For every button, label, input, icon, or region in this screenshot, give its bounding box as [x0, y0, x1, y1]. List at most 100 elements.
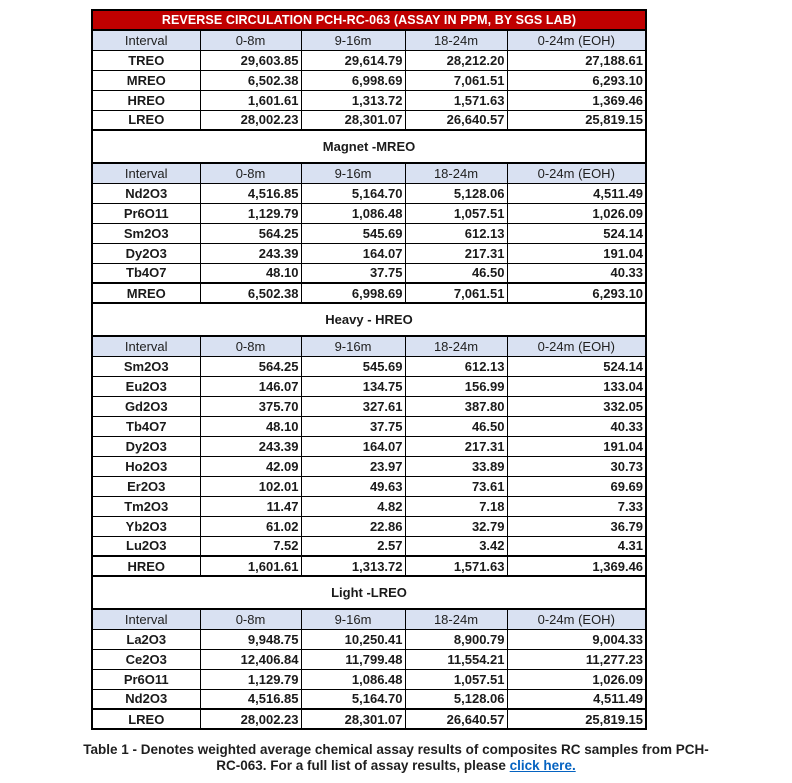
value-cell: 46.50: [404, 415, 508, 437]
value-cell: 5,128.06: [404, 182, 508, 204]
value-cell: 3.42: [404, 535, 508, 557]
value-cell: 33.89: [404, 455, 508, 477]
column-header-4: 0-24m (EOH): [506, 335, 647, 357]
table-row: Nd2O3 4,516.85 5,164.70 5,128.06 4,511.49: [91, 688, 647, 710]
row-label: LREO: [91, 109, 201, 131]
value-cell: 42.09: [199, 455, 302, 477]
value-cell: 191.04: [506, 435, 647, 457]
row-label: Tm2O3: [91, 495, 201, 517]
column-header-3: 18-24m: [404, 335, 508, 357]
value-cell: 564.25: [199, 222, 302, 244]
value-cell: 6,293.10: [506, 69, 647, 91]
row-label: Er2O3: [91, 475, 201, 497]
value-cell: 61.02: [199, 515, 302, 537]
value-cell: 1,601.61: [199, 555, 302, 577]
value-cell: 7,061.51: [404, 69, 508, 91]
value-cell: 4,516.85: [199, 688, 302, 710]
value-cell: 8,900.79: [404, 628, 508, 650]
row-label: Yb2O3: [91, 515, 201, 537]
section-title-row-magnet-mreo: Magnet -MREO: [90, 129, 648, 164]
value-cell: 4,516.85: [199, 182, 302, 204]
value-cell: 11.47: [199, 495, 302, 517]
column-header-1: 0-8m: [199, 335, 302, 357]
value-cell: 12,406.84: [199, 648, 302, 670]
table-row: MREO 6,502.38 6,998.69 7,061.51 6,293.10: [91, 69, 647, 91]
value-cell: 545.69: [300, 222, 406, 244]
value-cell: 9,948.75: [199, 628, 302, 650]
click-here-link[interactable]: click here.: [509, 758, 576, 773]
assay-table: REVERSE CIRCULATION PCH-RC-063 (ASSAY IN…: [90, 9, 648, 730]
column-header-3: 18-24m: [404, 608, 508, 630]
value-cell: 1,313.72: [300, 89, 406, 111]
value-cell: 217.31: [404, 242, 508, 264]
table-row: Pr6O11 1,129.79 1,086.48 1,057.51 1,026.09: [91, 668, 647, 690]
value-cell: 545.69: [300, 355, 406, 377]
column-header-0: Interval: [91, 29, 201, 51]
value-cell: 36.79: [506, 515, 647, 537]
value-cell: 6,293.10: [506, 282, 647, 304]
header-row-heavy-hreo: Interval 0-8m 9-16m 18-24m 0-24m (EOH): [91, 335, 647, 357]
value-cell: 156.99: [404, 375, 508, 397]
value-cell: 25,819.15: [506, 109, 647, 131]
value-cell: 28,301.07: [300, 708, 406, 730]
table-row: Yb2O3 61.02 22.86 32.79 36.79: [91, 515, 647, 537]
value-cell: 11,277.23: [506, 648, 647, 670]
value-cell: 243.39: [199, 242, 302, 264]
value-cell: 28,002.23: [199, 109, 302, 131]
value-cell: 102.01: [199, 475, 302, 497]
column-header-4: 0-24m (EOH): [506, 162, 647, 184]
value-cell: 243.39: [199, 435, 302, 457]
row-label: Nd2O3: [91, 182, 201, 204]
value-cell: 28,212.20: [404, 49, 508, 71]
column-header-1: 0-8m: [199, 29, 302, 51]
value-cell: 30.73: [506, 455, 647, 477]
table-row: LREO 28,002.23 28,301.07 26,640.57 25,819.15: [91, 109, 647, 131]
value-cell: 4.82: [300, 495, 406, 517]
value-cell: 164.07: [300, 435, 406, 457]
table-caption: Table 1 - Denotes weighted average chemi…: [0, 742, 792, 774]
row-label: MREO: [91, 69, 201, 91]
column-header-3: 18-24m: [404, 162, 508, 184]
table-row: Nd2O3 4,516.85 5,164.70 5,128.06 4,511.49: [91, 182, 647, 204]
row-label: Pr6O11: [91, 202, 201, 224]
value-cell: 6,502.38: [199, 282, 302, 304]
table-row: MREO 6,502.38 6,998.69 7,061.51 6,293.10: [91, 282, 647, 304]
section-title-heavy-hreo: Heavy - HREO: [90, 302, 648, 337]
value-cell: 387.80: [404, 395, 508, 417]
value-cell: 28,301.07: [300, 109, 406, 131]
value-cell: 1,571.63: [404, 555, 508, 577]
header-row-light-lreo: Interval 0-8m 9-16m 18-24m 0-24m (EOH): [91, 608, 647, 630]
value-cell: 1,026.09: [506, 202, 647, 224]
value-cell: 1,369.46: [506, 89, 647, 111]
value-cell: 612.13: [404, 355, 508, 377]
column-header-1: 0-8m: [199, 608, 302, 630]
value-cell: 29,603.85: [199, 49, 302, 71]
row-label: Tb4O7: [91, 262, 201, 284]
row-label: Nd2O3: [91, 688, 201, 710]
value-cell: 1,369.46: [506, 555, 647, 577]
value-cell: 4.31: [506, 535, 647, 557]
table-row: HREO 1,601.61 1,313.72 1,571.63 1,369.46: [91, 555, 647, 577]
column-header-2: 9-16m: [300, 335, 406, 357]
value-cell: 6,998.69: [300, 69, 406, 91]
column-header-1: 0-8m: [199, 162, 302, 184]
value-cell: 25,819.15: [506, 708, 647, 730]
value-cell: 1,313.72: [300, 555, 406, 577]
table-row: Er2O3 102.01 49.63 73.61 69.69: [91, 475, 647, 497]
value-cell: 1,571.63: [404, 89, 508, 111]
table-row: Ce2O3 12,406.84 11,799.48 11,554.21 11,277.2…: [91, 648, 647, 670]
value-cell: 26,640.57: [404, 708, 508, 730]
table-title-row: REVERSE CIRCULATION PCH-RC-063 (ASSAY IN…: [90, 9, 648, 31]
table-row: Ho2O3 42.09 23.97 33.89 30.73: [91, 455, 647, 477]
value-cell: 6,998.69: [300, 282, 406, 304]
column-header-4: 0-24m (EOH): [506, 608, 647, 630]
row-label: MREO: [91, 282, 201, 304]
table-row: Gd2O3 375.70 327.61 387.80 332.05: [91, 395, 647, 417]
table-row: Lu2O3 7.52 2.57 3.42 4.31: [91, 535, 647, 557]
caption-line1: Table 1 - Denotes weighted average chemi…: [83, 742, 709, 757]
value-cell: 48.10: [199, 415, 302, 437]
table-row: TREO 29,603.85 29,614.79 28,212.20 27,188.61: [91, 49, 647, 71]
value-cell: 1,026.09: [506, 668, 647, 690]
value-cell: 11,554.21: [404, 648, 508, 670]
value-cell: 134.75: [300, 375, 406, 397]
